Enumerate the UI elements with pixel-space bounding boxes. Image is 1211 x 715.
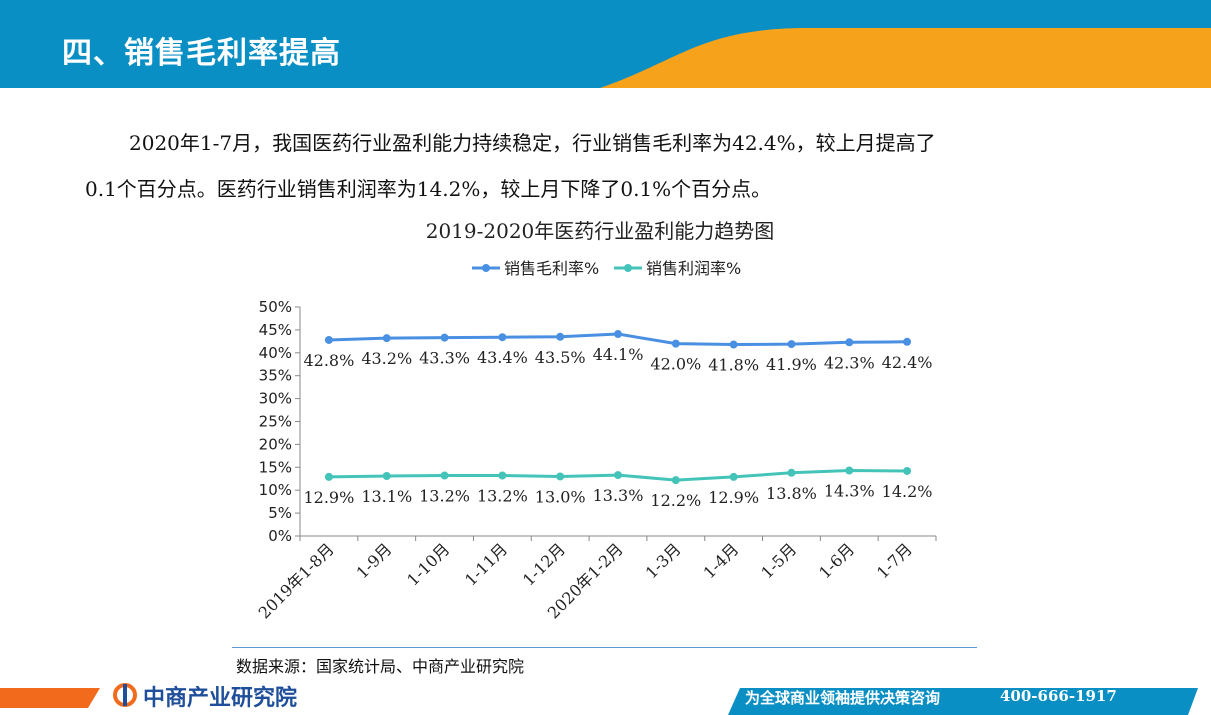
data-label: 43.5% [535, 348, 586, 367]
data-point [903, 337, 912, 346]
data-point [556, 332, 565, 341]
intro-paragraph: 2020年1-7月，我国医药行业盈利能力持续稳定，行业销售毛利率为42.4%，较… [85, 120, 1155, 212]
data-point [556, 472, 565, 481]
data-label: 42.3% [824, 353, 875, 372]
y-tick-label: 45% [259, 321, 292, 339]
x-tick-label: 1-9月 [353, 539, 396, 582]
data-point [845, 466, 854, 475]
footer-slogan: 为全球商业领袖提供决策咨询 [745, 689, 941, 707]
data-point [324, 335, 333, 344]
data-point [440, 471, 449, 480]
intro-line-2: 0.1个百分点。医药行业销售利润率为14.2%，较上月下降了0.1%个百分点。 [85, 177, 772, 201]
data-label: 12.9% [303, 488, 354, 507]
data-label: 44.1% [593, 345, 644, 364]
y-tick-label: 50% [259, 298, 292, 316]
data-source: 数据来源：国家统计局、中商产业研究院 [236, 657, 525, 676]
data-point [324, 472, 333, 481]
y-tick-label: 30% [259, 390, 292, 408]
legend-marker-0 [482, 264, 490, 272]
y-tick-label: 0% [268, 527, 292, 545]
legend-label-1: 销售利润率% [646, 259, 741, 278]
data-label: 43.3% [419, 349, 470, 368]
data-label: 12.2% [650, 491, 701, 510]
x-tick-label: 1-12月 [519, 539, 569, 589]
data-point [440, 333, 449, 342]
data-label: 12.9% [708, 488, 759, 507]
data-point [671, 339, 680, 348]
x-tick-label: 1-4月 [699, 539, 742, 582]
header-banner: 四、销售毛利率提高 [0, 0, 1211, 90]
footer-phone: 400-666-1917 [1000, 687, 1117, 705]
header-background [0, 0, 1211, 88]
data-label: 43.4% [477, 348, 528, 367]
data-point [729, 472, 738, 481]
legend-marker-1 [624, 264, 632, 272]
data-point [787, 468, 796, 477]
y-tick-label: 35% [259, 367, 292, 385]
company-logo-text: 中商产业研究院 [143, 686, 298, 711]
data-point [787, 340, 796, 349]
data-label: 13.3% [593, 486, 644, 505]
chart-title: 2019-2020年医药行业盈利能力趋势图 [425, 219, 775, 243]
y-tick-label: 5% [268, 504, 292, 522]
data-point [498, 333, 507, 342]
x-tick-label: 1-6月 [815, 539, 858, 582]
page-title: 四、销售毛利率提高 [62, 36, 341, 71]
data-point [614, 330, 622, 339]
data-label: 42.8% [303, 351, 354, 370]
data-point [382, 334, 391, 343]
y-tick-label: 25% [259, 413, 292, 431]
data-label: 42.4% [882, 353, 933, 372]
data-point [845, 338, 854, 347]
data-point [903, 466, 912, 475]
data-label: 13.8% [766, 484, 817, 503]
data-label: 13.2% [419, 487, 470, 506]
data-label: 14.3% [824, 482, 875, 501]
footer-bar [0, 678, 1211, 715]
data-label: 13.0% [535, 487, 586, 506]
y-tick-label: 15% [259, 458, 292, 476]
data-point [614, 471, 622, 480]
source-divider [232, 647, 977, 648]
x-tick-label: 1-11月 [461, 539, 511, 589]
data-label: 42.0% [650, 355, 701, 374]
x-tick-label: 1-5月 [757, 539, 800, 582]
data-label: 43.2% [361, 349, 412, 368]
data-point [498, 471, 507, 480]
intro-line-1: 2020年1-7月，我国医药行业盈利能力持续稳定，行业销售毛利率为42.4%，较… [129, 131, 936, 155]
x-tick-label: 1-3月 [642, 539, 685, 582]
data-point [671, 476, 680, 485]
x-tick-label: 1-10月 [403, 539, 453, 589]
data-point [382, 472, 391, 481]
y-tick-label: 10% [259, 481, 292, 499]
y-tick-label: 20% [259, 435, 292, 453]
x-tick-label: 1-7月 [873, 539, 916, 582]
legend-label-0: 销售毛利率% [504, 259, 599, 278]
x-tick-label: 2019年1-8月 [255, 539, 338, 622]
data-label: 13.1% [361, 487, 412, 506]
data-label: 41.9% [766, 355, 817, 374]
data-label: 14.2% [882, 482, 933, 501]
footer-background [0, 688, 1198, 715]
data-label: 13.2% [477, 487, 528, 506]
y-tick-label: 40% [259, 344, 292, 362]
data-label: 41.8% [708, 356, 759, 375]
data-point [729, 340, 738, 349]
company-logo-icon [113, 683, 137, 707]
